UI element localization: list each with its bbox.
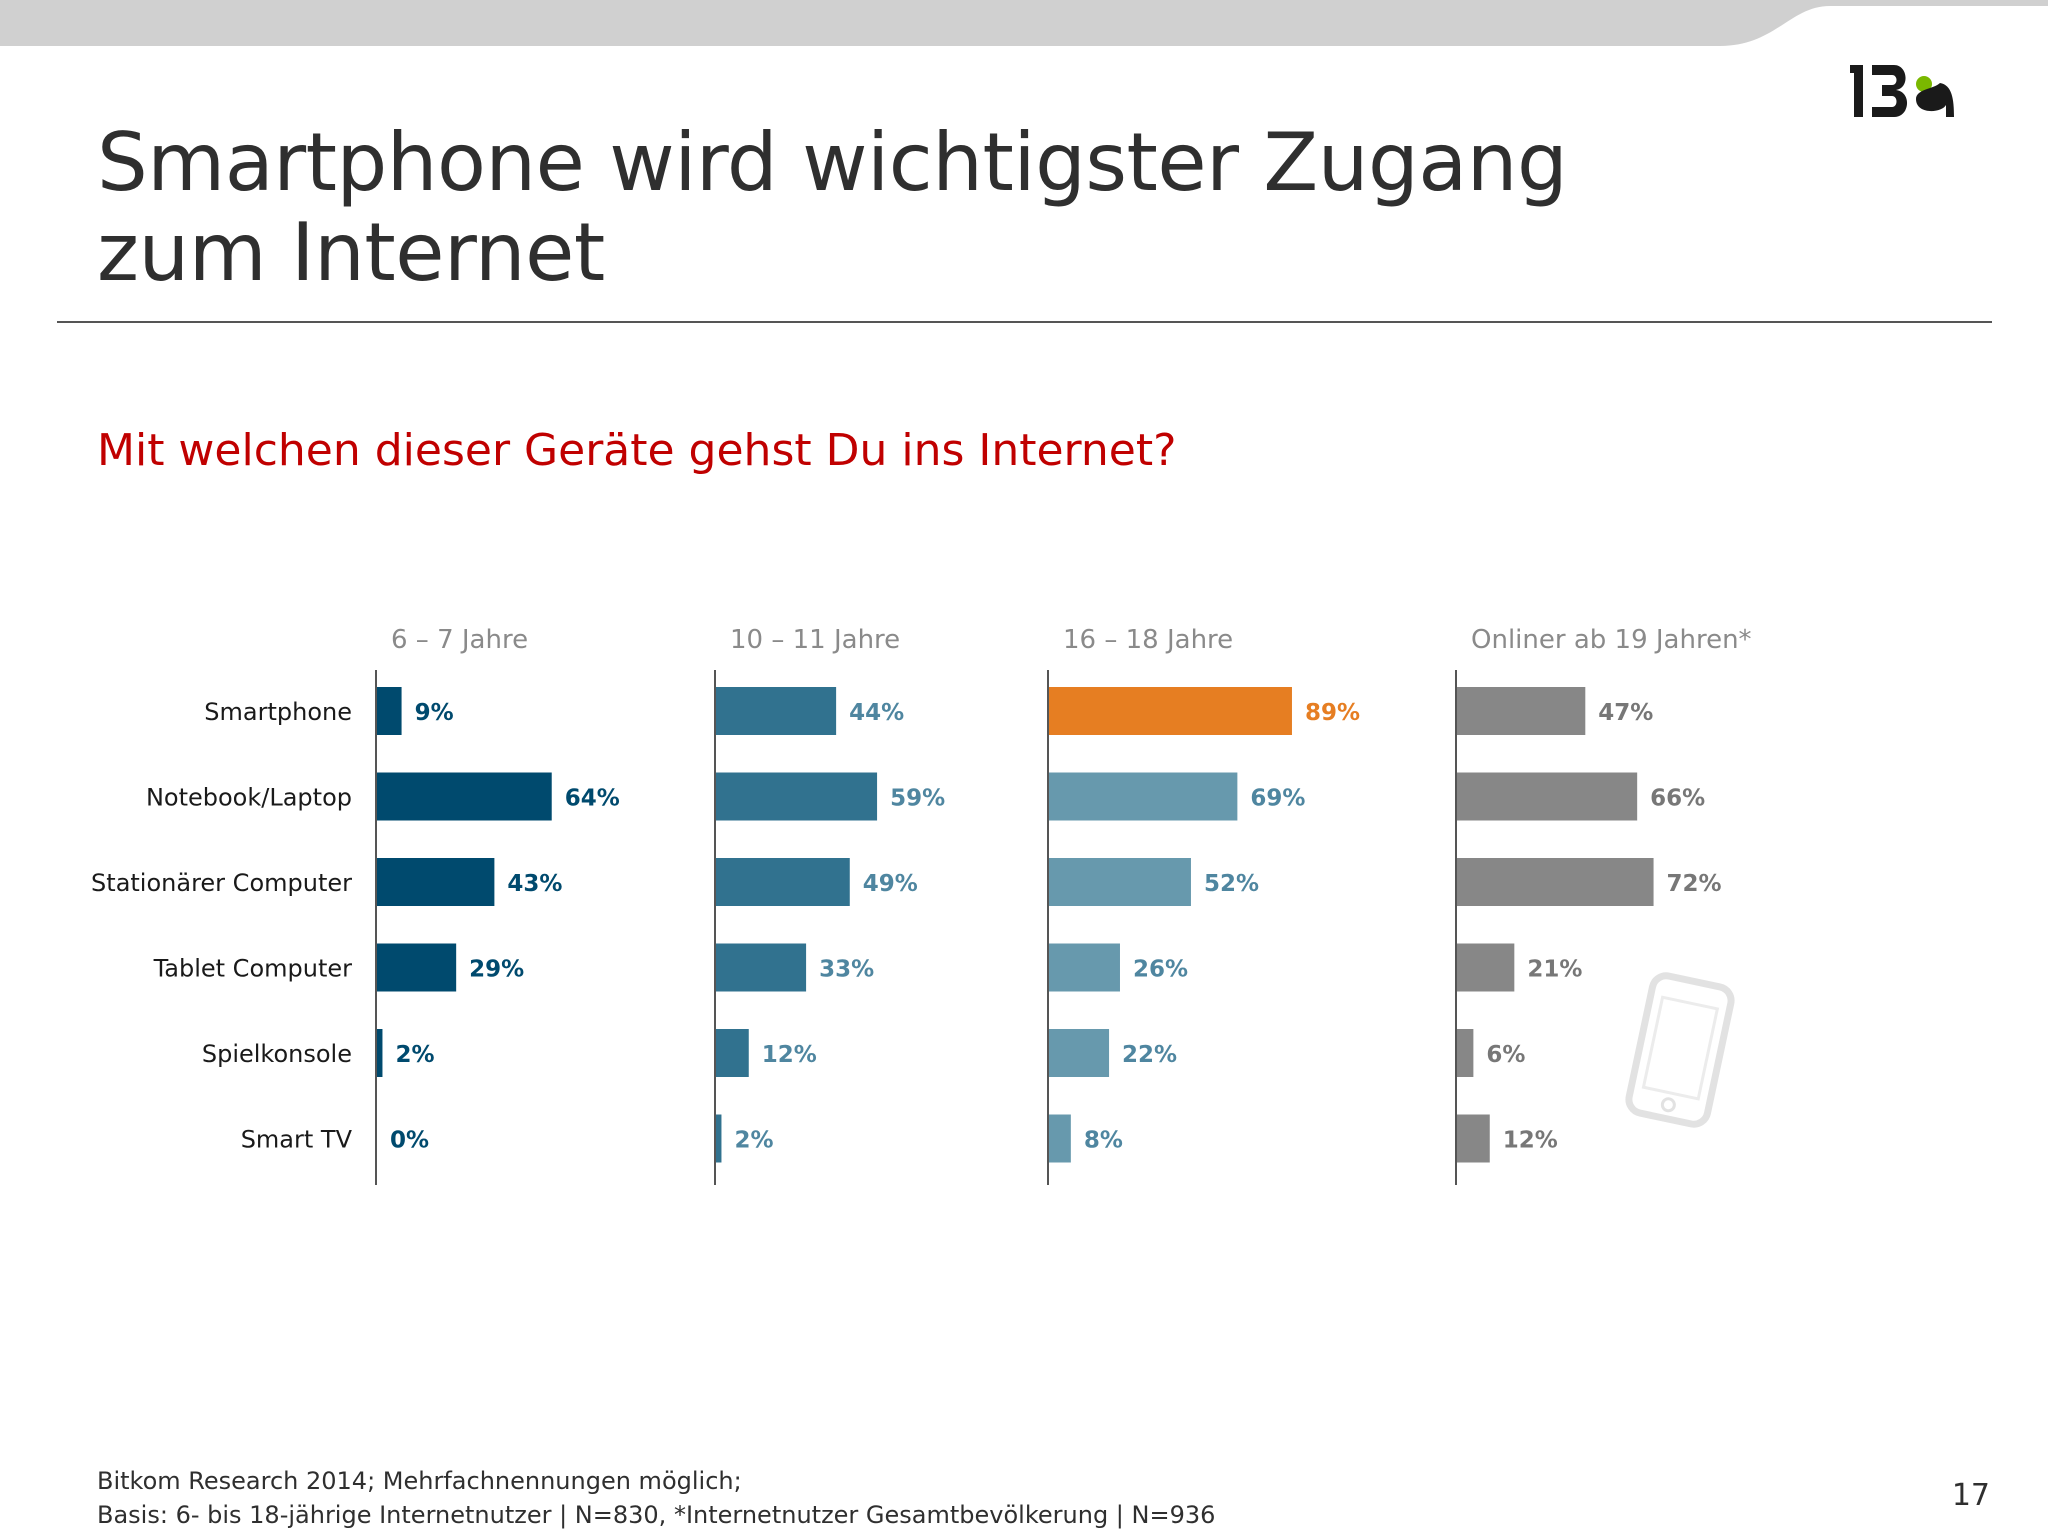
bar: [1457, 943, 1515, 992]
series-header: 6 – 7 Jahre: [391, 625, 528, 655]
source-footnote: Bitkom Research 2014; Mehrfachnennungen …: [97, 1464, 1215, 1532]
data-label: 29%: [469, 957, 524, 983]
bar: [377, 1029, 383, 1077]
bar: [1049, 1114, 1071, 1163]
category-label: Stationärer Computer: [91, 869, 352, 897]
data-label: 52%: [1204, 871, 1259, 897]
smartphone-outline-icon: [1625, 972, 1735, 1128]
bar: [1049, 1029, 1110, 1077]
device-usage-chart: Smartphone Notebook/Laptop Stationärer Com…: [91, 625, 1752, 1185]
data-label: 2%: [395, 1042, 434, 1068]
bar: [1049, 858, 1191, 906]
data-label: 2%: [734, 1128, 773, 1154]
bar: [1457, 772, 1638, 821]
bar: [716, 943, 807, 992]
bar: [1049, 943, 1120, 992]
data-label: 26%: [1133, 957, 1188, 983]
data-label: 22%: [1122, 1042, 1177, 1068]
data-label: 89%: [1305, 700, 1360, 726]
bar: [1457, 1114, 1490, 1163]
bar: [377, 687, 402, 735]
data-label: 47%: [1598, 700, 1653, 726]
data-label: 33%: [819, 957, 874, 983]
data-label: 66%: [1650, 786, 1705, 812]
category-label: Spielkonsole: [202, 1040, 352, 1068]
series-header: Onliner ab 19 Jahren*: [1471, 625, 1752, 655]
chart-question: Mit welchen dieser Geräte gehst Du ins I…: [97, 425, 1177, 476]
data-label: 0%: [390, 1128, 429, 1154]
data-label: 43%: [507, 871, 562, 897]
bar: [1457, 687, 1586, 735]
data-label: 12%: [1503, 1128, 1558, 1154]
bar: [1457, 1029, 1474, 1077]
page-number: 17: [1951, 1478, 1990, 1513]
data-label: 49%: [863, 871, 918, 897]
category-label: Smart TV: [241, 1126, 353, 1154]
footnote-basis-line: Basis: 6- bis 18-jährige Internetnutzer …: [97, 1501, 1216, 1529]
series-header: 16 – 18 Jahre: [1063, 625, 1233, 655]
title-divider: [57, 321, 1992, 323]
bar: [716, 687, 837, 735]
bar: [716, 1114, 722, 1163]
data-label: 44%: [849, 700, 904, 726]
slide-title: Smartphone wird wichtigster Zugang zum I…: [97, 116, 1568, 299]
bar: [377, 858, 495, 906]
category-label: Notebook/Laptop: [146, 784, 352, 812]
bar: [716, 772, 878, 821]
bar: [377, 772, 552, 821]
iba-logo-icon: [1850, 65, 1954, 117]
data-label: 64%: [565, 786, 620, 812]
category-label: Smartphone: [204, 698, 352, 726]
data-label: 12%: [762, 1042, 817, 1068]
data-label: 59%: [890, 786, 945, 812]
bar: [1457, 858, 1654, 906]
data-label: 69%: [1250, 786, 1305, 812]
category-label: Tablet Computer: [153, 955, 353, 983]
data-label: 6%: [1486, 1042, 1525, 1068]
bar: [1049, 772, 1238, 821]
series-header: 10 – 11 Jahre: [730, 625, 900, 655]
data-label: 21%: [1527, 957, 1582, 983]
data-label: 72%: [1667, 871, 1722, 897]
bar: [377, 943, 457, 992]
bar: [716, 1029, 749, 1077]
data-label: 8%: [1084, 1128, 1123, 1154]
data-label: 9%: [415, 700, 454, 726]
top-decor-band: [0, 0, 2048, 46]
footnote-source-line: Bitkom Research 2014; Mehrfachnennungen …: [97, 1467, 742, 1495]
bar: [716, 858, 850, 906]
bar: [1049, 687, 1292, 735]
